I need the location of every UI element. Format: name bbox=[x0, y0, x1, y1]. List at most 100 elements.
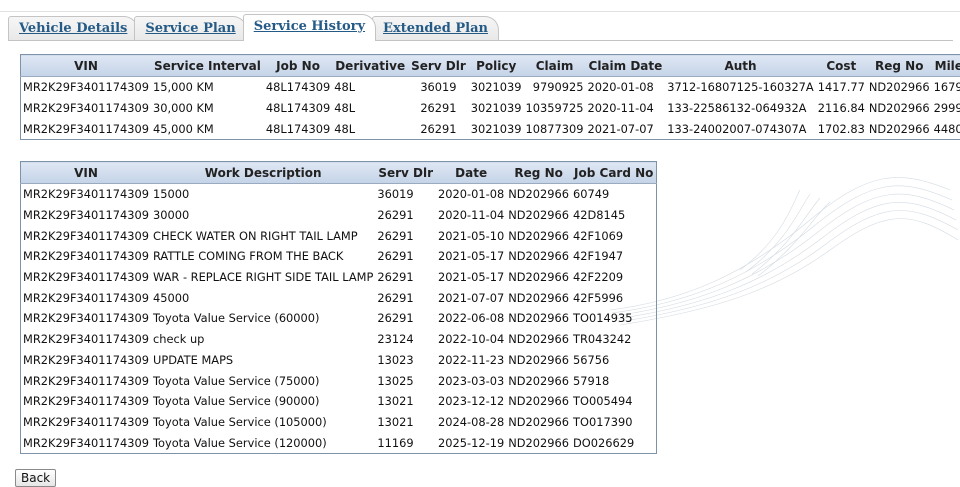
cell-date: 2022-10-04 bbox=[436, 329, 506, 350]
col-header-serv-dlr: Serv Dlr bbox=[375, 162, 436, 184]
col-header-derivative: Derivative bbox=[332, 55, 408, 77]
cell-derivative: 48L bbox=[332, 118, 408, 139]
cell-date: 2022-06-08 bbox=[436, 308, 506, 329]
cell-job-card-no: 60749 bbox=[571, 184, 657, 205]
cell-job-card-no: 42F5996 bbox=[571, 287, 657, 308]
tab-extended-plan[interactable]: Extended Plan bbox=[372, 16, 499, 41]
cell-vin: MR2K29F3401174309 bbox=[21, 267, 151, 288]
cell-serv-dlr: 26291 bbox=[375, 308, 436, 329]
cell-reg-no: ND202966 bbox=[506, 308, 571, 329]
table-header-row: VIN Work Description Serv Dlr Date Reg N… bbox=[21, 162, 657, 184]
cell-work-description: Toyota Value Service (75000) bbox=[151, 370, 375, 391]
cell-serv-dlr: 26291 bbox=[375, 225, 436, 246]
cell-date: 2021-07-07 bbox=[436, 287, 506, 308]
table-row: MR2K29F3401174309 15,000 KM 48L174309 48… bbox=[21, 77, 960, 98]
col-header-vin: VIN bbox=[21, 55, 151, 77]
cell-service-interval: 30,000 KM bbox=[151, 98, 264, 119]
cell-reg-no: ND202966 bbox=[506, 205, 571, 226]
col-header-cost: Cost bbox=[816, 55, 867, 77]
cell-derivative: 48L bbox=[332, 98, 408, 119]
cell-claim-date: 2021-07-07 bbox=[586, 118, 666, 139]
table-row: MR2K29F3401174309 check up 23124 2022-10… bbox=[21, 329, 657, 350]
cell-work-description: RATTLE COMING FROM THE BACK bbox=[151, 246, 375, 267]
cell-work-description: check up bbox=[151, 329, 375, 350]
cell-job-no: 48L174309 bbox=[264, 77, 332, 98]
service-plan-table: VIN Service Interval Job No Derivative S… bbox=[20, 54, 960, 140]
col-header-mileage: Mileage bbox=[932, 55, 960, 77]
cell-mileage: 16791 bbox=[932, 77, 960, 98]
cell-auth: 133-22586132-064932A bbox=[665, 98, 815, 119]
cell-work-description: UPDATE MAPS bbox=[151, 350, 375, 371]
cell-vin: MR2K29F3401174309 bbox=[21, 370, 151, 391]
cell-reg-no: ND202966 bbox=[506, 329, 571, 350]
cell-policy: 3021039 bbox=[469, 118, 524, 139]
cell-vin: MR2K29F3401174309 bbox=[21, 412, 151, 433]
tab-service-history[interactable]: Service History bbox=[243, 14, 376, 41]
tab-service-plan[interactable]: Service Plan bbox=[134, 16, 246, 41]
cell-serv-dlr: 13025 bbox=[375, 370, 436, 391]
cell-cost: 2116.84 bbox=[816, 98, 867, 119]
cell-job-card-no: 42F1069 bbox=[571, 225, 657, 246]
cell-serv-dlr: 26291 bbox=[375, 246, 436, 267]
col-header-reg-no: Reg No bbox=[506, 162, 571, 184]
cell-date: 2020-11-04 bbox=[436, 205, 506, 226]
cell-work-description: 45000 bbox=[151, 287, 375, 308]
cell-vin: MR2K29F3401174309 bbox=[21, 225, 151, 246]
cell-vin: MR2K29F3401174309 bbox=[21, 184, 151, 205]
cell-date: 2024-08-28 bbox=[436, 412, 506, 433]
cell-work-description: 30000 bbox=[151, 205, 375, 226]
col-header-reg-no: Reg No bbox=[867, 55, 932, 77]
cell-service-interval: 15,000 KM bbox=[151, 77, 264, 98]
cell-vin: MR2K29F3401174309 bbox=[21, 432, 151, 453]
cell-work-description: WAR - REPLACE RIGHT SIDE TAIL LAMP bbox=[151, 267, 375, 288]
col-header-auth: Auth bbox=[665, 55, 815, 77]
cell-serv-dlr: 13021 bbox=[375, 412, 436, 433]
cell-service-interval: 45,000 KM bbox=[151, 118, 264, 139]
cell-reg-no: ND202966 bbox=[506, 412, 571, 433]
cell-claim: 10877309 bbox=[524, 118, 586, 139]
col-header-vin: VIN bbox=[21, 162, 151, 184]
table-row: MR2K29F3401174309 Toyota Value Service (… bbox=[21, 412, 657, 433]
cell-serv-dlr: 36019 bbox=[408, 77, 469, 98]
cell-vin: MR2K29F3401174309 bbox=[21, 287, 151, 308]
cell-vin: MR2K29F3401174309 bbox=[21, 350, 151, 371]
cell-job-card-no: DO026629 bbox=[571, 432, 657, 453]
cell-work-description: CHECK WATER ON RIGHT TAIL LAMP bbox=[151, 225, 375, 246]
cell-vin: MR2K29F3401174309 bbox=[21, 77, 151, 98]
cell-serv-dlr: 36019 bbox=[375, 184, 436, 205]
cell-serv-dlr: 26291 bbox=[375, 287, 436, 308]
table-row: MR2K29F3401174309 Toyota Value Service (… bbox=[21, 391, 657, 412]
cell-job-card-no: TO017390 bbox=[571, 412, 657, 433]
cell-reg-no: ND202966 bbox=[506, 432, 571, 453]
back-button[interactable]: Back bbox=[15, 469, 56, 487]
col-header-work-description: Work Description bbox=[151, 162, 375, 184]
cell-serv-dlr: 23124 bbox=[375, 329, 436, 350]
cell-serv-dlr: 13021 bbox=[375, 391, 436, 412]
cell-reg-no: ND202966 bbox=[506, 350, 571, 371]
cell-mileage: 29998 bbox=[932, 98, 960, 119]
cell-job-card-no: TO014935 bbox=[571, 308, 657, 329]
cell-policy: 3021039 bbox=[469, 77, 524, 98]
cell-vin: MR2K29F3401174309 bbox=[21, 308, 151, 329]
cell-mileage: 44804 bbox=[932, 118, 960, 139]
cell-vin: MR2K29F3401174309 bbox=[21, 205, 151, 226]
cell-job-card-no: 57918 bbox=[571, 370, 657, 391]
cell-vin: MR2K29F3401174309 bbox=[21, 329, 151, 350]
cell-job-no: 48L174309 bbox=[264, 118, 332, 139]
tab-vehicle-details[interactable]: Vehicle Details bbox=[8, 16, 138, 41]
table-row: MR2K29F3401174309 RATTLE COMING FROM THE… bbox=[21, 246, 657, 267]
cell-work-description: Toyota Value Service (60000) bbox=[151, 308, 375, 329]
cell-reg-no: ND202966 bbox=[506, 267, 571, 288]
cell-reg-no: ND202966 bbox=[867, 118, 932, 139]
cell-vin: MR2K29F3401174309 bbox=[21, 118, 151, 139]
cell-policy: 3021039 bbox=[469, 98, 524, 119]
col-header-job-no: Job No bbox=[264, 55, 332, 77]
cell-claim: 10359725 bbox=[524, 98, 586, 119]
cell-job-no: 48L174309 bbox=[264, 98, 332, 119]
cell-vin: MR2K29F3401174309 bbox=[21, 98, 151, 119]
cell-job-card-no: TR043242 bbox=[571, 329, 657, 350]
table-row: MR2K29F3401174309 Toyota Value Service (… bbox=[21, 370, 657, 391]
cell-serv-dlr: 26291 bbox=[408, 118, 469, 139]
table-header-row: VIN Service Interval Job No Derivative S… bbox=[21, 55, 960, 77]
cell-job-card-no: TO005494 bbox=[571, 391, 657, 412]
